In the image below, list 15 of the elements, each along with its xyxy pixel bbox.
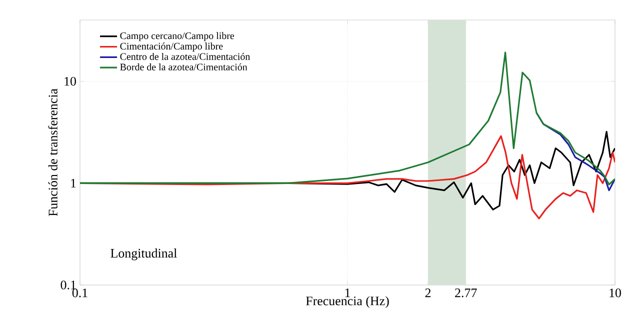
x-tick-label: 1	[345, 288, 350, 298]
annotation: Longitudinal	[110, 248, 177, 260]
x-tick-label: 2	[425, 288, 431, 298]
legend-label: Campo cercano/Campo libre	[120, 32, 234, 42]
legend-label: Borde de la azotea/Cimentación	[120, 63, 248, 70]
x-tick-label: 0.1	[72, 288, 88, 298]
y-axis-title: Función de transferencia	[48, 88, 58, 216]
x-tick-label: 10	[610, 288, 621, 298]
y-tick-label: 10	[64, 76, 76, 86]
y-tick-label: 0.1	[60, 280, 76, 290]
x-tick-label: 2.77	[455, 288, 477, 298]
legend-label: Cimentación/Campo libre	[120, 42, 223, 52]
legend-label: Centro de la azotea/Cimentación	[120, 52, 250, 60]
x-axis-title: Frecuencia (Hz)	[306, 296, 389, 308]
y-tick-label: 1	[71, 178, 76, 188]
